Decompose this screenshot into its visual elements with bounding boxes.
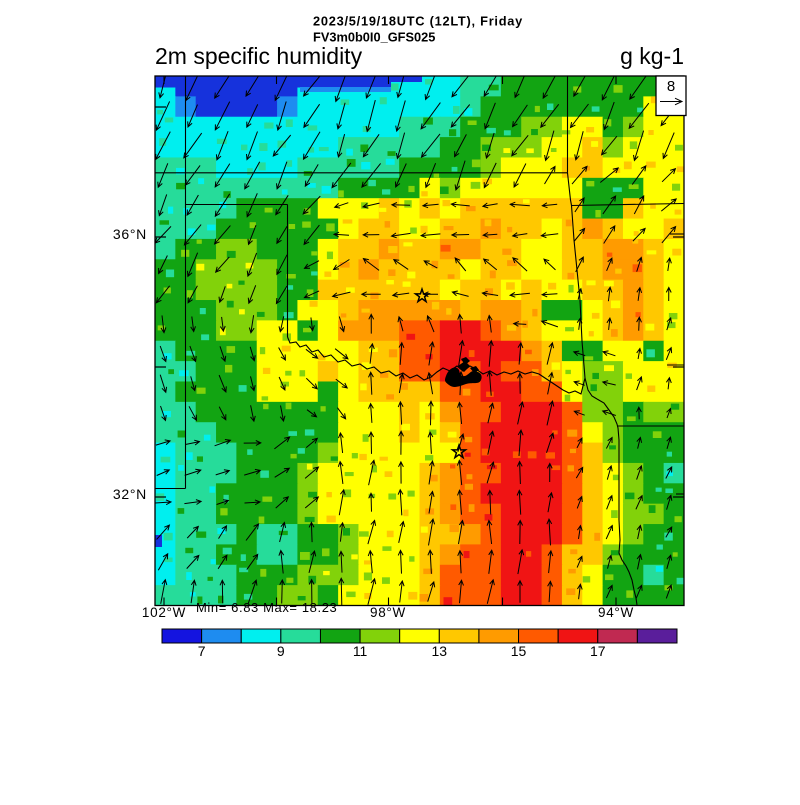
svg-text:17: 17 — [590, 643, 606, 659]
svg-text:98°W: 98°W — [370, 605, 406, 620]
svg-text:36°N: 36°N — [113, 226, 147, 242]
svg-text:32°N: 32°N — [113, 486, 147, 502]
svg-text:Min= 6.83 Max= 18.23: Min= 6.83 Max= 18.23 — [196, 600, 337, 615]
svg-text:2m specific humidity: 2m specific humidity — [155, 43, 363, 69]
svg-text:9: 9 — [277, 643, 285, 659]
svg-text:2023/5/19/18UTC (12LT), Friday: 2023/5/19/18UTC (12LT), Friday — [313, 14, 523, 29]
svg-text:94°W: 94°W — [598, 605, 634, 620]
svg-text:FV3m0b0I0_GFS025: FV3m0b0I0_GFS025 — [313, 30, 435, 45]
svg-text:g kg-1: g kg-1 — [620, 43, 684, 69]
svg-text:13: 13 — [432, 643, 448, 659]
svg-text:15: 15 — [511, 643, 527, 659]
svg-text:7: 7 — [198, 643, 206, 659]
svg-text:8: 8 — [667, 78, 675, 95]
svg-text:11: 11 — [353, 643, 368, 659]
svg-text:102°W: 102°W — [142, 605, 186, 620]
